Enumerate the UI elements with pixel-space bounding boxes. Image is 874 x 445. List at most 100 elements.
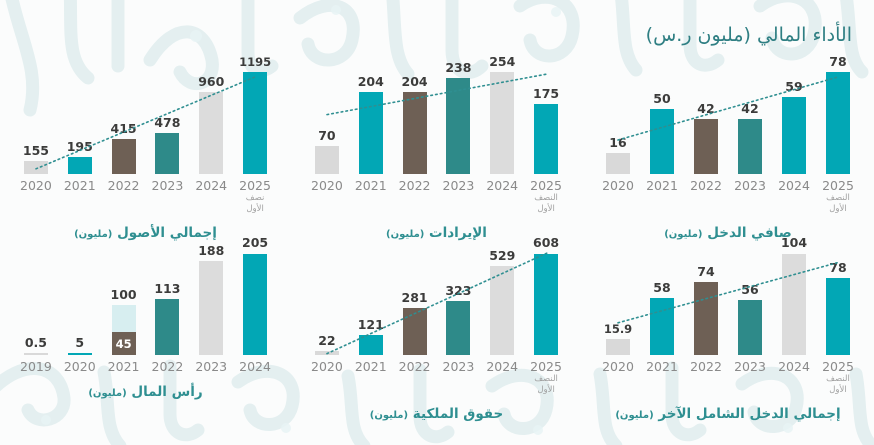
- chart-title-net-income: صافي الدخل (مليون): [664, 224, 792, 241]
- page-header: الأداء المالي (مليون ر.س): [646, 24, 852, 46]
- bar-group: 960: [189, 52, 233, 174]
- bar-value-label: 121: [357, 316, 384, 332]
- axis-tick-sublabel: الأول: [537, 204, 555, 215]
- bar: [782, 97, 806, 174]
- axis-tick-label: 2021: [354, 178, 387, 193]
- stacked-bar: 45: [111, 305, 136, 355]
- bar: [446, 78, 471, 174]
- bar-group: 42: [684, 52, 728, 174]
- axis-tick-sublabel: النصف: [534, 193, 558, 204]
- bar: [490, 72, 515, 174]
- chart-unit-label: (مليون): [369, 409, 409, 421]
- bar-value-label: 188: [198, 242, 225, 258]
- plot-area-capital: 0.5 5 100 45 113 188 205: [14, 236, 277, 355]
- chart-cell-other-comprehensive-income: 15.9 58 74 56 104 78 2020 2021 2022 2023 2024 2025…: [582, 236, 874, 429]
- bar-group: 78: [816, 52, 860, 174]
- bar-group: 478: [146, 52, 190, 174]
- bar-value-label: 323: [445, 282, 472, 298]
- bar-value-label: 100: [110, 286, 137, 302]
- bar-value-label: 74: [697, 263, 715, 279]
- axis-tick-sublabel: النصف: [534, 374, 558, 385]
- axis-tick-sublabel: النصف: [826, 193, 850, 204]
- bar-group: 1195: [233, 52, 277, 174]
- bar-group: 254: [480, 52, 524, 174]
- axis-tick-label: 2025 نصف الأول: [233, 178, 277, 215]
- chart-equity: 22 121 281 323 529 608 2020 2021 2022 2023 2024 20…: [291, 236, 582, 429]
- bar: [402, 308, 427, 355]
- bar-value-label: 42: [697, 100, 715, 116]
- bar-group: 70: [305, 52, 349, 174]
- bar: [826, 72, 850, 174]
- bar-group: 188: [189, 237, 233, 355]
- bar-group: 281: [393, 237, 437, 355]
- bar-value-label: 478: [154, 114, 181, 130]
- chart-title-capital: رأس المال (مليون): [88, 384, 203, 401]
- chart-unit-label: (مليون): [88, 388, 127, 400]
- plot-area-equity: 22 121 281 323 529 608: [305, 236, 568, 355]
- axis-tick-sublabel: الأول: [537, 385, 555, 396]
- plot-area-revenue: 70 204 204 238 254 175: [305, 52, 568, 174]
- bar-value-label: 78: [829, 259, 847, 275]
- axis-tick-label: 2023: [151, 178, 184, 193]
- axis-tick-label: 2023: [734, 359, 766, 374]
- bar: [155, 133, 180, 174]
- bar: [606, 339, 630, 355]
- chart-total-assets: 155 195 415 478 960 1195 2020 2021 2022 2023 2024…: [0, 52, 291, 241]
- bar: [694, 119, 718, 174]
- bar-group: 22: [305, 237, 349, 355]
- plot-area-total-assets: 155 195 415 478 960 1195: [14, 52, 277, 174]
- bar-group: 175: [524, 52, 568, 174]
- axis-tick-label: 2020: [311, 178, 343, 193]
- bar: [314, 351, 339, 355]
- bar: [606, 153, 630, 174]
- axis-tick-sublabel: الأول: [829, 385, 847, 396]
- axis-tick-label: 2023: [195, 359, 228, 374]
- chart-unit-label: (مليون): [664, 228, 703, 240]
- axis-tick-sublabel: الأول: [246, 204, 264, 215]
- bar-value-label: 5: [75, 334, 85, 350]
- bar: [650, 109, 674, 174]
- bar: [111, 139, 136, 174]
- bar: [199, 261, 224, 355]
- bar-group: 529: [480, 237, 524, 355]
- axis-tick-label: 2021: [646, 178, 678, 193]
- x-axis-equity: 2020 2021 2022 2023 2024 2025 النصف الأول: [305, 359, 568, 396]
- bar-value-label: 960: [198, 73, 225, 89]
- axis-tick-label: 2020: [311, 359, 343, 374]
- bar-group: 104: [772, 236, 816, 355]
- axis-tick-label: 2023: [442, 359, 475, 374]
- chart-title-total-assets: إجمالي الأصول (مليون): [74, 224, 217, 241]
- axis-tick-label: 2020: [20, 178, 52, 193]
- bar-group: 58: [640, 237, 684, 355]
- axis-tick-label: 2022: [690, 359, 722, 374]
- axis-tick-label: 2024: [486, 178, 519, 193]
- chart-cell-total-assets: 155 195 415 478 960 1195 2020 2021 2022 2023 2024…: [0, 52, 291, 241]
- chart-capital: 0.5 5 100 45 113 188 205 2019 2020 2021 2022 2023 2…: [0, 236, 291, 429]
- bar-group: 74: [684, 237, 728, 355]
- chart-title-revenue: الإيرادات (مليون): [386, 224, 487, 241]
- bar-group: 5: [58, 237, 102, 355]
- bar-value-label: 78: [829, 53, 847, 69]
- axis-tick-label: 2021: [107, 359, 140, 374]
- bar-group: 50: [640, 52, 684, 174]
- bar: [650, 298, 674, 355]
- axis-tick-label: 2025 النصف الأول: [816, 178, 860, 215]
- bar-value-label: 22: [318, 332, 336, 348]
- bar-value-label: 56: [741, 281, 759, 297]
- bar-value-label: 70: [318, 127, 336, 143]
- bar-group: 205: [233, 236, 277, 355]
- bar-group: 100 45: [102, 237, 146, 355]
- bar-value-label: 59: [785, 78, 803, 94]
- axis-tick-label: 2021: [354, 359, 387, 374]
- chart-net-income: 16 50 42 42 59 78 2020 2021 2022 2023 2024 2025 الن…: [582, 52, 874, 241]
- bar-group: 155: [14, 52, 58, 174]
- bar: [534, 253, 559, 355]
- bar-group: 16: [596, 52, 640, 174]
- bar-value-label: 42: [741, 100, 759, 116]
- bar-group: 0.5: [14, 237, 58, 355]
- axis-tick-label: 2024: [195, 178, 228, 193]
- axis-tick-label: 2025 النصف الأول: [524, 178, 568, 215]
- chart-revenue: 70 204 204 238 254 175 2020 2021 2022 2023 2024 20…: [291, 52, 582, 241]
- chart-cell-net-income: 16 50 42 42 59 78 2020 2021 2022 2023 2024 2025 الن…: [582, 52, 874, 241]
- bar-value-label: 204: [401, 73, 428, 89]
